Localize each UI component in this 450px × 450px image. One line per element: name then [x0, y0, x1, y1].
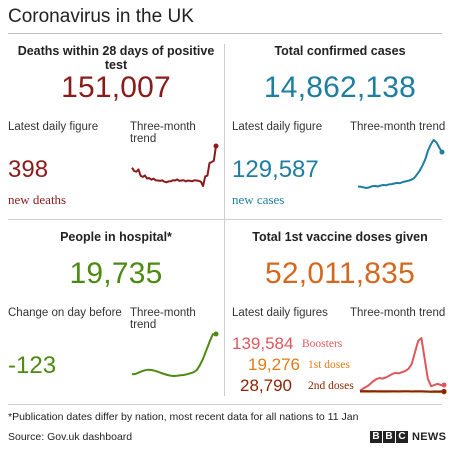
bbc-logo-letter-3: C [396, 431, 408, 443]
hospital-trend-label: Three-month trend [130, 307, 196, 331]
cases-total: 14,862,138 [263, 71, 417, 104]
hospital-latest-label: Change on day before [8, 307, 122, 319]
second-dose-count: 28,790 [240, 376, 292, 395]
cases-latest-label: Latest daily figure [232, 121, 323, 133]
bbc-logo-word: NEWS [412, 431, 447, 443]
vaccine-trend-chart [359, 337, 447, 395]
cases-trend-label: Three-month trend [350, 121, 446, 133]
cases-note: new cases [232, 192, 285, 207]
footer-divider [8, 404, 442, 405]
trend-end-dot [213, 143, 219, 149]
vaccine-trend-label: Three-month trend [350, 307, 446, 319]
trend-line [131, 333, 217, 377]
footnote: *Publication dates differ by nation, mos… [8, 411, 359, 423]
horizontal-divider [8, 219, 442, 220]
boosters-end-dot [441, 382, 447, 388]
2nd-doses-line [360, 390, 444, 393]
deaths-latest-label: Latest daily figure [8, 121, 99, 133]
bbc-logo-letter-1: B [370, 431, 382, 443]
2nd-doses-end-dot [441, 388, 447, 394]
deaths-daily: 398 [8, 156, 49, 183]
booster-label: Boosters [302, 338, 343, 350]
hospital-trend-chart [131, 331, 219, 377]
trend-end-dot [439, 149, 445, 155]
vaccine-panel: Total 1st vaccine doses given 52,011,835… [232, 230, 448, 405]
bbc-news-logo: B B C NEWS [370, 431, 446, 443]
hospital-title: People in hospital* [60, 230, 172, 244]
deaths-trend-label: Three-month trend [130, 121, 196, 145]
deaths-panel: Deaths within 28 days of positive test 1… [8, 44, 224, 219]
first-dose-count: 19,276 [248, 355, 300, 374]
cases-trend-chart [357, 139, 445, 189]
cases-panel: Total confirmed cases 14,862,138 Latest … [232, 44, 448, 219]
vaccine-total: 52,011,835 [265, 257, 415, 290]
trend-line [357, 139, 443, 189]
page-title: Coronavirus in the UK [8, 6, 194, 27]
cases-title: Total confirmed cases [274, 44, 406, 58]
hospital-total: 19,735 [69, 257, 163, 290]
deaths-total: 151,007 [61, 71, 171, 104]
vertical-divider [224, 44, 225, 396]
cases-daily: 129,587 [232, 156, 319, 183]
deaths-trend-chart [131, 143, 219, 187]
hospital-daily: -123 [8, 352, 57, 379]
first-dose-label: 1st doses [308, 359, 350, 371]
hospital-panel: People in hospital* 19,735 Change on day… [8, 230, 224, 405]
second-dose-label: 2nd doses [308, 380, 354, 392]
deaths-title: Deaths within 28 days of positive test [17, 44, 215, 72]
booster-count: 139,584 [232, 334, 294, 353]
deaths-note: new deaths [8, 192, 67, 207]
boosters-line [359, 337, 444, 392]
source-credit: Source: Gov.uk dashboard [8, 431, 133, 443]
vaccine-title: Total 1st vaccine doses given [252, 230, 428, 244]
title-divider [8, 33, 442, 34]
bbc-logo-letter-2: B [383, 431, 395, 443]
trend-end-dot [213, 331, 219, 337]
vaccine-latest-label: Latest daily figures [232, 307, 328, 319]
trend-line [131, 145, 217, 187]
